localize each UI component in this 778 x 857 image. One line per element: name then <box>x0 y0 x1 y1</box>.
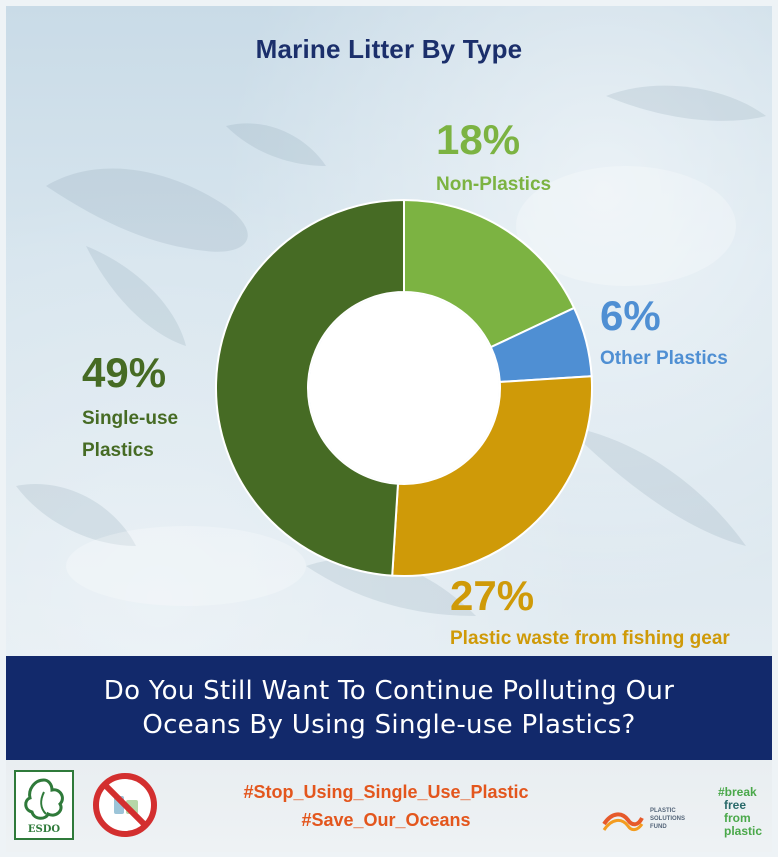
slice-percent-non-plastics: 18% <box>436 116 521 163</box>
slice-percent-fishing-gear: 27% <box>450 572 535 619</box>
banner-line-1: Do You Still Want To Continue Polluting … <box>103 676 675 706</box>
hashtag-save-oceans: #Save_Our_Oceans <box>301 810 471 830</box>
slice-label-other-plastics: Other Plastics <box>600 348 728 369</box>
bff-logo-line3: from <box>724 811 751 825</box>
slice-percent-single-use: 49% <box>82 349 167 396</box>
donut-slice-non-plastics <box>403 198 576 349</box>
slice-label-non-plastics: Non-Plastics <box>436 174 552 195</box>
no-plastic-icon <box>93 773 157 837</box>
infographic-poster: Marine Litter By Type 18% Non-Plastics 6… <box>6 6 772 852</box>
psf-logo-line2: SOLUTIONS <box>650 816 686 822</box>
ocean-background <box>16 85 766 616</box>
hashtag-stop-single-use: #Stop_Using_Single_Use_Plastic <box>243 782 529 802</box>
psf-logo-line3: FUND <box>650 824 667 830</box>
slice-label-single-use-line2: Plastics <box>82 440 154 461</box>
esdo-logo-icon: ESDO <box>14 770 74 840</box>
slice-label-fishing-gear: Plastic waste from fishing gear <box>450 628 730 649</box>
esdo-logo-text: ESDO <box>27 824 61 835</box>
slice-percent-other-plastics: 6% <box>600 292 661 339</box>
banner-line-2: Oceans By Using Single-use Plastics? <box>142 710 636 740</box>
psf-logo-line1: PLASTIC <box>650 808 676 814</box>
break-free-from-plastic-logo-icon: #break free from plastic <box>718 786 772 846</box>
plastic-solutions-fund-logo-icon: PLASTIC SOLUTIONS FUND <box>602 806 712 836</box>
bff-logo-line2: free <box>724 798 747 812</box>
bff-logo-line1: #break <box>718 785 757 799</box>
chart-title: Marine Litter By Type <box>255 34 523 64</box>
donut-slice-fishing-gear <box>391 375 593 577</box>
donut-slice-single-use-plastics <box>215 198 405 577</box>
slice-label-single-use-line1: Single-use <box>82 408 179 429</box>
call-to-action-banner: Do You Still Want To Continue Polluting … <box>6 656 772 760</box>
donut-chart <box>215 198 593 577</box>
bff-logo-line4: plastic <box>724 824 763 838</box>
donut-hole <box>309 293 499 483</box>
footer: ESDO #Stop_Using_Single_Use_Plastic #Sav… <box>6 760 772 852</box>
